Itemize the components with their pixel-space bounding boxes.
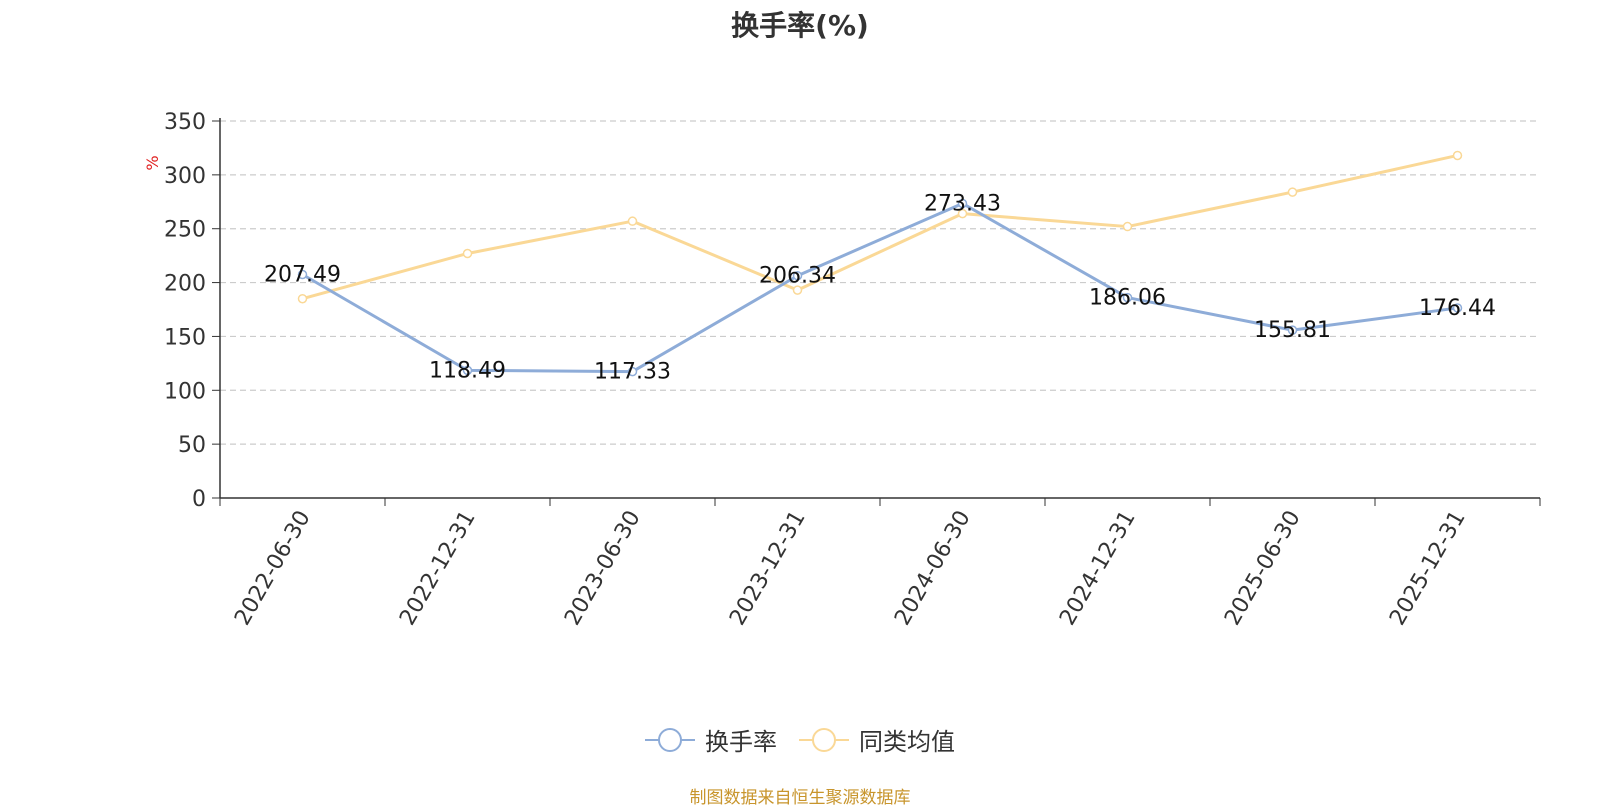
y-tick-label: 300 — [164, 164, 206, 189]
x-tick-label: 2023-06-30 — [560, 507, 646, 630]
legend-swatch-turnover — [645, 727, 695, 752]
y-tick-label: 50 — [178, 433, 206, 458]
legend-label-peer-average: 同类均值 — [859, 728, 955, 756]
x-tick-label: 2023-12-31 — [725, 507, 811, 630]
data-point — [297, 293, 308, 304]
series-line — [302, 154, 1458, 301]
data-label: 273.43 — [924, 191, 1001, 216]
legend-item-turnover[interactable]: 换手率 — [645, 722, 777, 757]
y-tick-label: 200 — [164, 272, 206, 297]
data-label: 176.44 — [1419, 296, 1496, 321]
series-line — [301, 201, 1458, 374]
y-tick-label: 350 — [164, 110, 206, 135]
x-tick-label: 2025-12-31 — [1385, 507, 1471, 630]
x-tick-label: 2025-06-30 — [1220, 507, 1306, 630]
data-point — [1452, 150, 1463, 161]
data-labels: 207.49 118.49 117.33 206.34 273.43 186.06 155.… — [264, 191, 1496, 384]
data-point — [627, 366, 638, 377]
y-tick-label: 100 — [164, 379, 206, 404]
legend: 换手率 同类均值 — [0, 722, 1600, 757]
legend-item-peer-average[interactable]: 同类均值 — [799, 722, 955, 757]
series — [297, 150, 1463, 377]
y-tick-label: 150 — [164, 325, 206, 350]
data-point — [1287, 325, 1298, 335]
data-point — [957, 208, 968, 219]
data-point — [462, 248, 473, 259]
axes: 0 50 100 150 200 250 300 350 2022-06-30 2022-12-3… — [164, 110, 1541, 630]
data-point — [627, 216, 638, 226]
data-point — [1452, 303, 1463, 313]
data-point — [297, 269, 308, 280]
legend-label-turnover: 换手率 — [705, 728, 777, 756]
data-point — [1122, 292, 1133, 303]
data-label: 207.49 — [264, 263, 341, 288]
data-label: 186.06 — [1089, 286, 1166, 311]
y-tick-label: 250 — [164, 218, 206, 243]
x-tick-label: 2022-12-31 — [395, 507, 481, 630]
data-point — [792, 270, 803, 281]
grid-lines — [220, 120, 1540, 445]
data-label: 206.34 — [759, 264, 836, 289]
chart-title: 换手率(%) — [731, 9, 869, 42]
legend-swatch-peer-average — [799, 727, 849, 752]
data-point — [1122, 221, 1133, 232]
x-tick-label: 2024-12-31 — [1055, 507, 1141, 630]
data-label: 117.33 — [594, 360, 671, 385]
data-point — [462, 365, 473, 376]
x-tick-label: 2022-06-30 — [230, 507, 316, 630]
data-point — [792, 285, 803, 295]
y-axis-unit-label: % — [143, 155, 162, 170]
y-tick-label: 0 — [192, 487, 206, 512]
x-tick-label: 2024-06-30 — [890, 507, 976, 630]
data-point — [957, 198, 968, 209]
data-label: 118.49 — [429, 358, 506, 383]
source-note: 制图数据来自恒生聚源数据库 — [689, 788, 911, 808]
data-label: 155.81 — [1254, 318, 1331, 343]
data-point — [1287, 187, 1298, 197]
